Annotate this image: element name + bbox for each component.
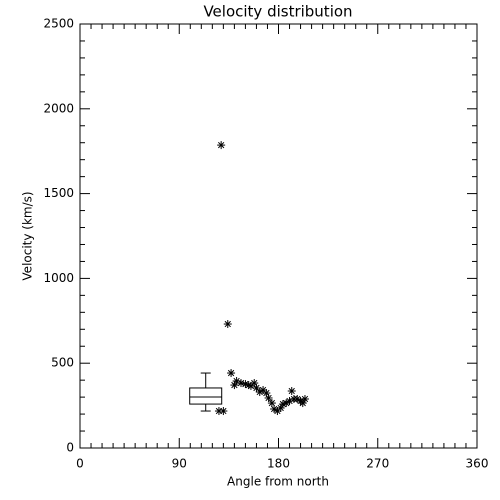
y-tick-label: 0	[66, 441, 74, 455]
x-tick-label: 0	[76, 457, 84, 471]
asterisk-point	[219, 407, 228, 416]
x-tick-label: 360	[466, 457, 489, 471]
asterisk-stroke	[288, 387, 295, 395]
chart-title: Velocity distribution	[203, 3, 352, 21]
y-tick-label: 1000	[43, 271, 74, 285]
asterisk-point	[267, 399, 276, 408]
asterisk-point	[217, 141, 226, 150]
asterisk-stroke	[253, 384, 260, 392]
asterisk-stroke	[227, 369, 235, 377]
asterisk-point	[264, 393, 273, 402]
asterisk-stroke	[220, 407, 227, 415]
x-tick-label: 90	[172, 457, 187, 471]
x-tick-label: 180	[267, 457, 290, 471]
y-tick-label: 2500	[43, 17, 74, 31]
x-tick-label: 270	[366, 457, 389, 471]
y-tick-label: 500	[51, 356, 74, 370]
asterisk-point	[287, 387, 296, 396]
asterisk-stroke	[233, 377, 240, 385]
asterisk-stroke	[224, 320, 231, 328]
asterisk-stroke	[259, 386, 267, 394]
asterisk-point	[252, 383, 261, 392]
box-body	[189, 387, 223, 405]
asterisk-stroke	[294, 395, 301, 403]
y-tick-label: 2000	[43, 101, 74, 115]
asterisk-stroke	[270, 405, 278, 413]
asterisk-stroke	[218, 141, 225, 149]
y-tick-label: 1500	[43, 186, 74, 200]
asterisk-point	[223, 320, 232, 329]
asterisk-stroke	[265, 394, 272, 402]
asterisk-stroke	[263, 389, 270, 397]
plot-frame	[79, 23, 478, 449]
asterisk-point	[227, 369, 236, 378]
asterisk-stroke	[301, 395, 309, 403]
x-axis-label: Angle from north	[227, 475, 329, 489]
asterisk-stroke	[242, 380, 249, 388]
y-axis-label: Velocity (km/s)	[21, 191, 35, 280]
asterisk-point	[300, 394, 309, 403]
asterisk-stroke	[251, 379, 258, 387]
asterisk-stroke	[268, 399, 276, 407]
